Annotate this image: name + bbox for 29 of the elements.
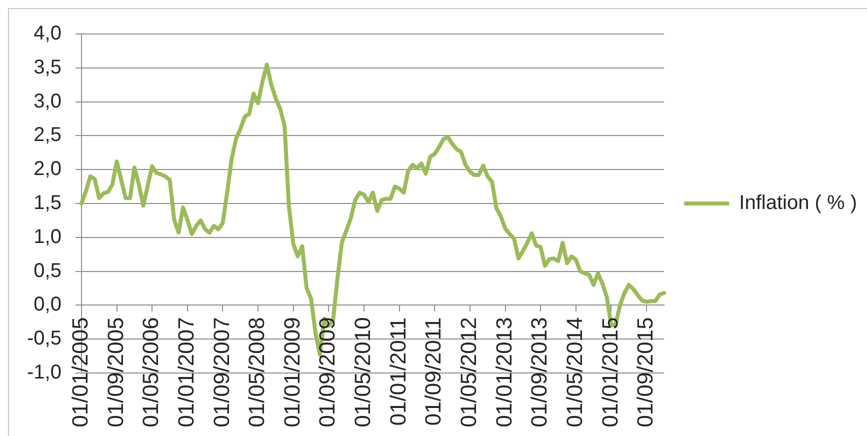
x-tick-label: 01/01/2007 bbox=[173, 317, 198, 428]
y-tick-label: 0,0 bbox=[34, 294, 62, 316]
y-tick-label: 1,5 bbox=[34, 192, 62, 214]
y-tick-label: 0,5 bbox=[34, 260, 62, 282]
x-tick-label: 01/05/2014 bbox=[562, 317, 587, 428]
legend-label: Inflation ( % ) bbox=[739, 192, 858, 214]
x-tick-label: 01/01/2015 bbox=[597, 317, 622, 428]
x-tick-label: 01/09/2005 bbox=[102, 317, 128, 428]
y-tick-label: -0,5 bbox=[26, 328, 62, 350]
x-tick-label: 01/05/2008 bbox=[244, 317, 270, 428]
x-tick-label: 01/09/2013 bbox=[526, 317, 552, 428]
x-tick-label: 01/09/2015 bbox=[632, 317, 658, 428]
x-tick-label: 01/01/2013 bbox=[491, 317, 516, 428]
x-tick-label: 01/01/2005 bbox=[68, 317, 93, 428]
y-tick-label: 2,0 bbox=[34, 158, 62, 180]
x-tick-label: 01/01/2009 bbox=[279, 317, 304, 428]
y-tick-label: 2,5 bbox=[34, 124, 62, 146]
y-tick-label: 3,0 bbox=[34, 90, 62, 112]
x-tick-label: 01/05/2006 bbox=[138, 317, 164, 428]
x-tick-label: 01/09/2011 bbox=[420, 317, 446, 426]
x-tick-label: 01/01/2011 bbox=[385, 317, 410, 426]
x-tick-label: 01/05/2010 bbox=[350, 317, 376, 428]
y-tick-label: 3,5 bbox=[34, 56, 62, 78]
y-tick-label: -1,0 bbox=[26, 362, 62, 384]
x-tick-label: 01/05/2012 bbox=[456, 317, 481, 428]
x-tick-label: 01/09/2007 bbox=[208, 317, 234, 428]
y-tick-label: 1,0 bbox=[34, 226, 62, 248]
x-tick-label: 01/09/2009 bbox=[314, 317, 340, 428]
y-tick-label: 4,0 bbox=[34, 22, 62, 45]
